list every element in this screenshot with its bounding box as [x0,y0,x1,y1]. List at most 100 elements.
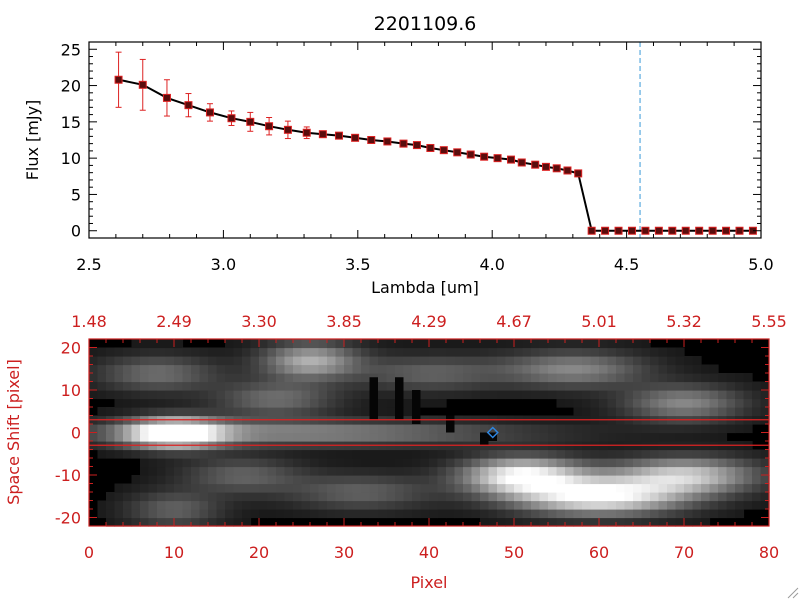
data-point [708,226,717,235]
image-cell [318,398,328,408]
image-cell [361,339,371,349]
image-cell [692,398,702,408]
image-cell [403,347,413,357]
image-cell [556,509,566,519]
image-cell [284,475,294,485]
image-cell [522,458,532,468]
image-cell [743,407,753,417]
image-cell [140,432,150,442]
x-tick-label: 0 [84,543,94,562]
source-position-marker [486,426,499,439]
image-cell [114,432,124,442]
image-cell [726,492,736,502]
image-cell [412,466,422,476]
image-cell [531,517,541,527]
image-cell [633,339,643,349]
image-cell [599,339,609,349]
image-cell [454,364,464,374]
image-cell [505,373,515,383]
image-cell [480,458,490,468]
image-cell [556,390,566,400]
image-cell [378,475,388,485]
image-cell [242,517,252,527]
image-cell [267,381,277,391]
image-cell [548,347,558,357]
image-cell [497,373,507,383]
image-cell [114,509,124,519]
image-cell [701,458,711,468]
image-cell [412,449,422,459]
image-cell [293,432,303,442]
image-cell [293,390,303,400]
image-cell [582,517,592,527]
resize-grip-icon[interactable] [787,587,799,599]
image-cell [395,466,405,476]
image-cell [174,407,184,417]
spectrum-series [114,51,757,235]
image-cell [633,500,643,510]
image-cell [556,449,566,459]
image-cell [454,373,464,383]
image-cell [97,364,107,374]
image-cell [395,432,405,442]
image-cell [650,458,660,468]
image-cell [446,339,456,349]
image-cell [97,347,107,357]
image-cell [361,483,371,493]
image-cell [692,509,702,519]
image-cell [514,517,524,527]
image-cell [692,475,702,485]
image-cell [531,458,541,468]
image-cell [565,339,575,349]
data-point [517,158,526,167]
image-cell [106,449,116,459]
x-tick-label: 20 [249,543,269,562]
image-cell [573,475,583,485]
top-tick-label: 3.30 [241,312,277,331]
image-cell [97,500,107,510]
image-cell [301,398,311,408]
image-cell [148,364,158,374]
image-cell [675,407,685,417]
image-cell [463,492,473,502]
image-cell [633,364,643,374]
image-cell [123,483,133,493]
image-cell [182,398,192,408]
data-point [318,130,327,139]
image-cell [641,339,651,349]
image-cell [599,458,609,468]
image-cell [89,424,99,434]
image-cell [148,432,158,442]
image-cell [233,475,243,485]
image-cell [344,347,354,357]
image-cell [182,517,192,527]
image-cell [276,373,286,383]
image-cell [590,364,600,374]
image-cell [386,509,396,519]
image-cell [174,381,184,391]
image-cell [539,432,549,442]
image-cell [675,492,685,502]
image-cell [454,475,464,485]
image-cell [157,500,167,510]
image-cell [420,390,430,400]
image-cell [548,517,558,527]
image-cell [565,424,575,434]
image-cell [199,356,209,366]
x-tick-label: 5.0 [748,255,773,274]
image-cell [276,458,286,468]
image-cell [208,432,218,442]
image-cell [471,381,481,391]
image-cell [565,373,575,383]
image-cell [284,458,294,468]
image-cell [412,347,422,357]
image-cell [395,492,405,502]
image-cell [284,339,294,349]
image-cell [454,492,464,502]
image-artifact [369,377,378,420]
image-cell [590,509,600,519]
image-cell [157,449,167,459]
image-cell [182,432,192,442]
image-cell [582,466,592,476]
